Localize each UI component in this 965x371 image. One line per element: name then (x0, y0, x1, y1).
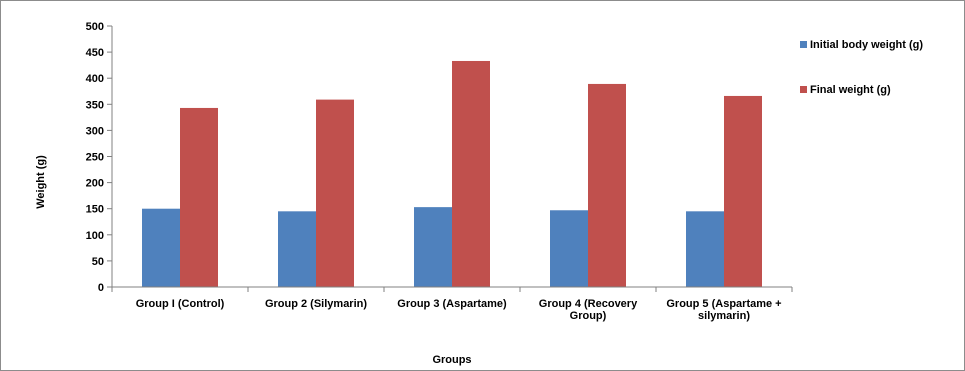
bar-initial-1 (142, 208, 180, 287)
y-tick-label: 400 (86, 73, 104, 85)
y-tick-label: 100 (86, 230, 104, 242)
x-tick-label: Group 4 (Recovery (539, 298, 638, 310)
bar-initial-4 (550, 210, 588, 287)
bars (142, 60, 762, 288)
legend: Initial body weight (g) Final weight (g) (800, 39, 923, 96)
y-tick-label: 0 (98, 282, 104, 294)
x-tick-label: Group) (570, 310, 607, 322)
y-tick-label: 200 (86, 178, 104, 190)
legend-swatch-1 (800, 41, 807, 48)
legend-label-2: Final weight (g) (810, 84, 891, 96)
y-tick-label: 150 (86, 204, 104, 216)
bar-final-1 (180, 107, 218, 287)
bar-final-3 (452, 60, 490, 287)
bar-initial-3 (414, 207, 452, 287)
x-tick-label: Group 3 (Aspartame) (397, 298, 507, 310)
y-tick-label: 500 (86, 21, 104, 33)
y-tick-label: 250 (86, 152, 104, 164)
bar-final-4 (588, 83, 626, 287)
y-tick-label: 300 (86, 125, 104, 137)
x-tick-label: Group 2 (Silymarin) (265, 298, 367, 310)
x-tick-label: silymarin) (698, 310, 750, 322)
x-tick-label: Group I (Control) (136, 298, 225, 310)
legend-swatch-2 (800, 86, 807, 93)
y-tick-label: 50 (92, 256, 104, 268)
legend-label-1: Initial body weight (g) (810, 39, 923, 51)
y-axis-title: Weight (g) (35, 155, 47, 209)
x-axis-title: Groups (432, 354, 471, 366)
bar-initial-5 (686, 211, 724, 287)
y-tick-label: 350 (86, 99, 104, 111)
y-tick-label: 450 (86, 47, 104, 59)
x-tick-label: Group 5 (Aspartame + (666, 298, 781, 310)
bar-final-2 (316, 99, 354, 288)
bar-initial-2 (278, 211, 316, 287)
axes (111, 26, 792, 288)
x-axis-ticks: Group I (Control) Group 2 (Silymarin) Grou… (111, 287, 793, 322)
bar-final-5 (724, 95, 762, 287)
y-axis-ticks: 0 50 100 150 200 250 300 350 400 450 500 (86, 21, 112, 294)
